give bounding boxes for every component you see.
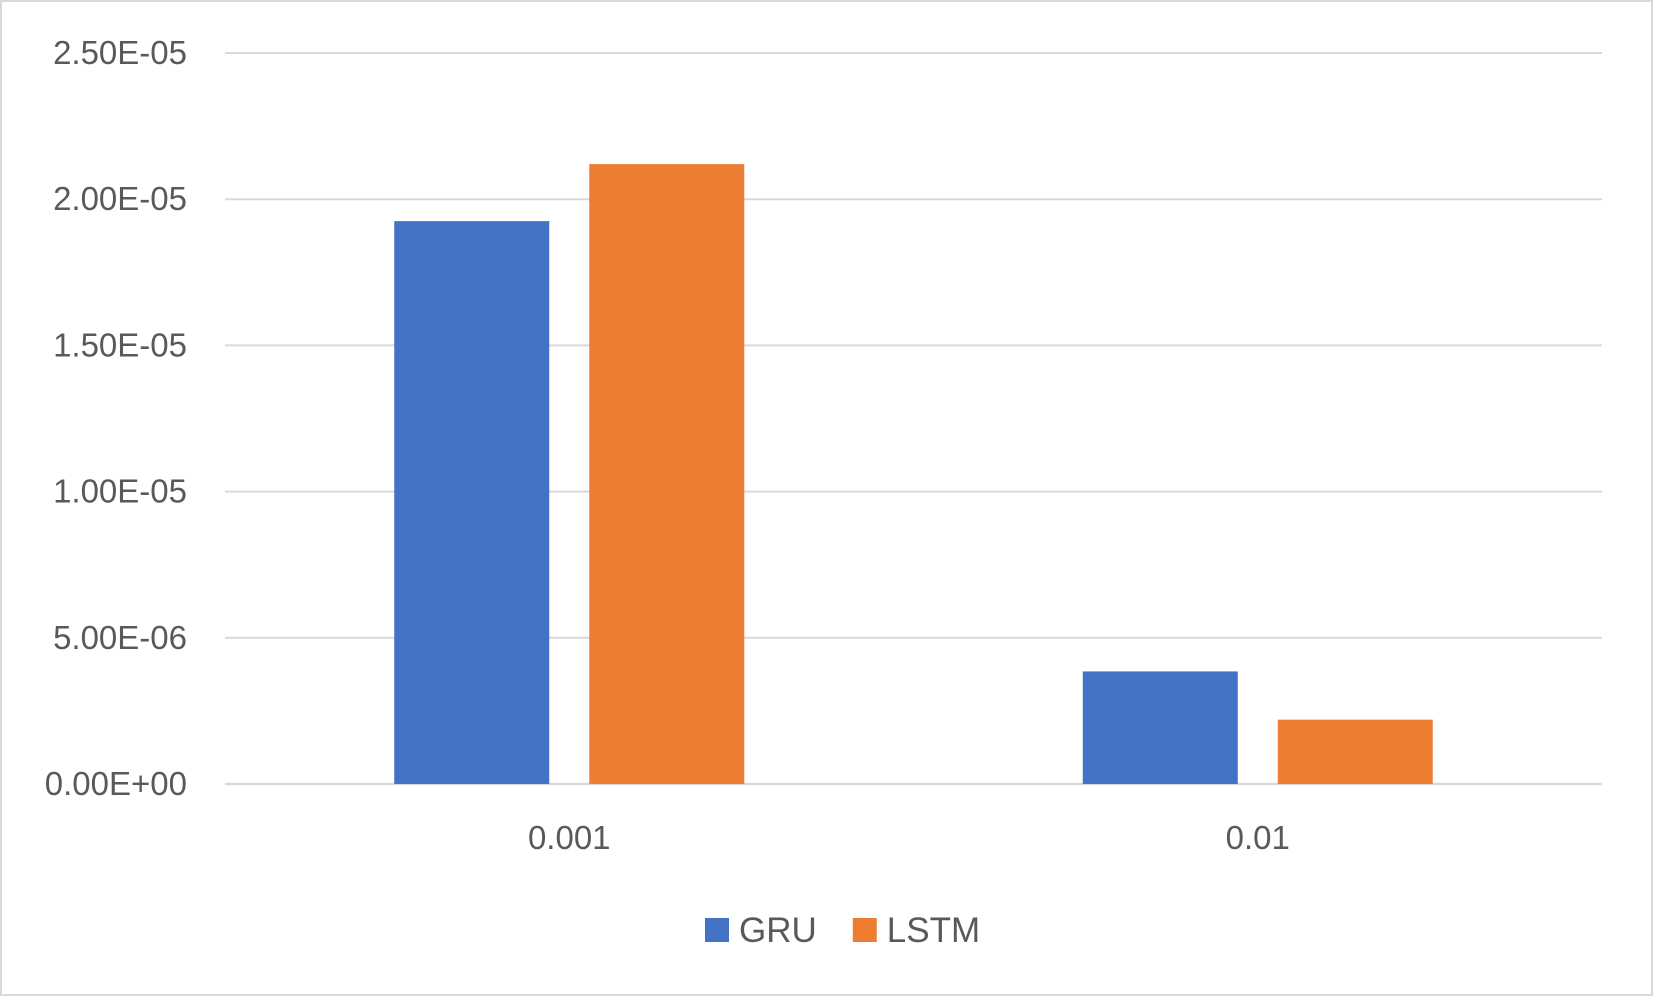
bar-lstm-0.001 — [589, 164, 745, 784]
legend-label-lstm: LSTM — [887, 911, 980, 950]
bars — [394, 164, 1433, 784]
y-tick-label: 1.00E-05 — [53, 473, 187, 510]
y-tick-label: 2.50E-05 — [53, 34, 187, 71]
bar-gru-0.01 — [1082, 671, 1238, 784]
x-axis-tick-labels: 0.001 0.01 — [528, 819, 1290, 856]
x-tick-label: 0.001 — [528, 819, 611, 856]
legend-swatch-lstm — [852, 918, 877, 942]
legend: GRU LSTM — [705, 911, 980, 950]
legend-label-gru: GRU — [739, 911, 817, 950]
y-tick-label: 2.00E-05 — [53, 180, 187, 217]
bar-gru-0.001 — [394, 221, 550, 784]
y-axis-tick-labels: 0.00E+00 5.00E-06 1.00E-05 1.50E-05 2.00E-05… — [45, 34, 187, 802]
bar-lstm-0.01 — [1277, 719, 1433, 784]
legend-swatch-gru — [705, 918, 729, 942]
y-tick-label: 5.00E-06 — [53, 619, 187, 656]
y-tick-label: 1.50E-05 — [53, 326, 187, 363]
y-tick-label: 0.00E+00 — [45, 765, 187, 802]
x-tick-label: 0.01 — [1226, 819, 1290, 856]
